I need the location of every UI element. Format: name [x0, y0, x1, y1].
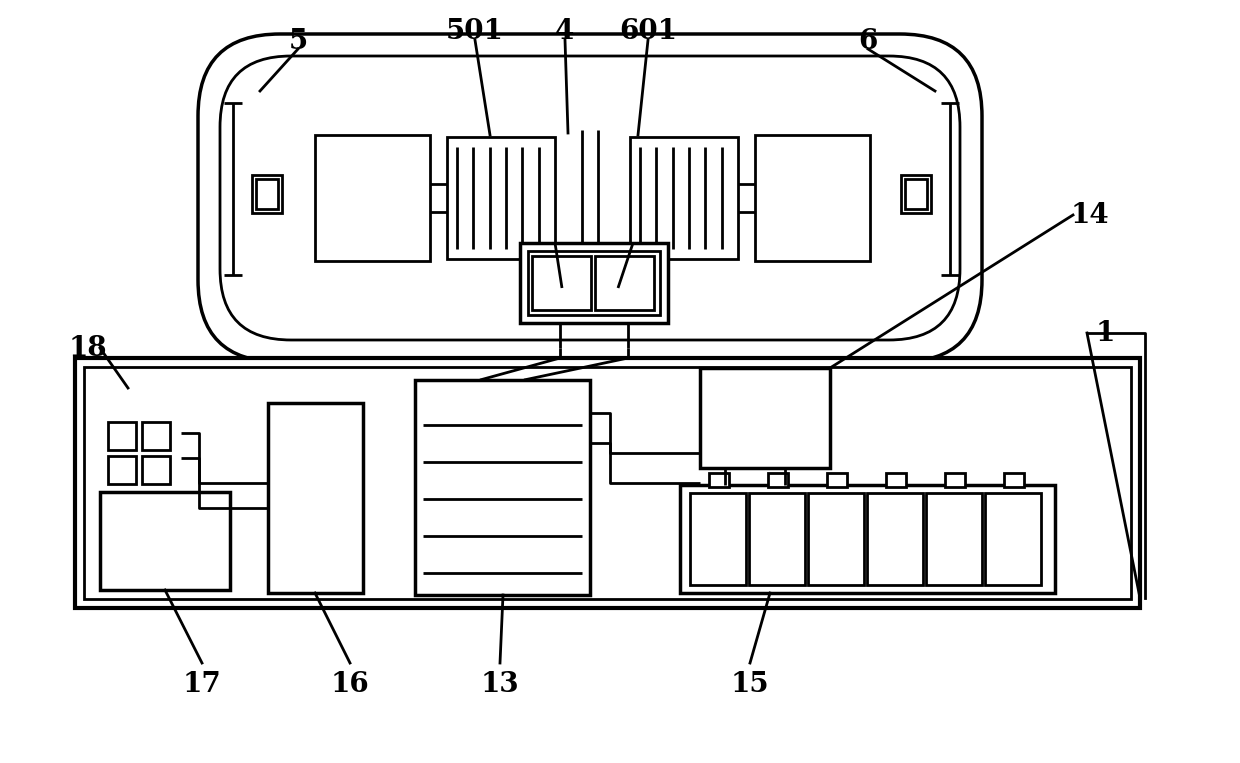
Bar	[768, 473, 787, 487]
Bar	[749, 493, 805, 585]
Text: 1: 1	[1095, 320, 1115, 346]
Bar	[268, 403, 363, 593]
Bar	[532, 256, 591, 310]
Bar	[528, 251, 660, 315]
Bar	[255, 179, 278, 209]
Bar	[415, 380, 590, 595]
Bar	[630, 137, 738, 259]
Text: 15: 15	[730, 671, 769, 698]
Text: 5: 5	[289, 27, 308, 54]
Bar	[985, 493, 1042, 585]
Bar	[315, 135, 430, 261]
Bar	[755, 135, 870, 261]
Bar	[680, 485, 1055, 593]
Text: 16: 16	[331, 671, 370, 698]
Bar	[945, 473, 965, 487]
Bar	[595, 256, 653, 310]
Bar	[143, 456, 170, 484]
Bar	[108, 422, 136, 450]
Text: 18: 18	[68, 334, 108, 362]
Bar	[100, 492, 229, 590]
Text: 13: 13	[481, 671, 520, 698]
Bar	[827, 473, 847, 487]
Bar	[108, 456, 136, 484]
Bar	[901, 175, 931, 213]
Text: 501: 501	[446, 18, 503, 44]
Text: 14: 14	[1070, 201, 1110, 228]
Text: 6: 6	[858, 27, 878, 54]
Bar	[926, 493, 982, 585]
Bar	[520, 243, 668, 323]
Bar	[867, 493, 923, 585]
Bar	[252, 175, 281, 213]
Bar	[887, 473, 906, 487]
Text: 601: 601	[619, 18, 677, 44]
Bar	[74, 358, 1140, 608]
Bar	[84, 367, 1131, 599]
Bar	[701, 368, 830, 468]
FancyBboxPatch shape	[198, 34, 982, 362]
Text: 4: 4	[556, 18, 574, 44]
Bar	[446, 137, 556, 259]
Bar	[143, 422, 170, 450]
Text: 17: 17	[182, 671, 222, 698]
Bar	[905, 179, 928, 209]
Bar	[709, 473, 729, 487]
Bar	[1004, 473, 1024, 487]
Bar	[808, 493, 864, 585]
Bar	[689, 493, 746, 585]
